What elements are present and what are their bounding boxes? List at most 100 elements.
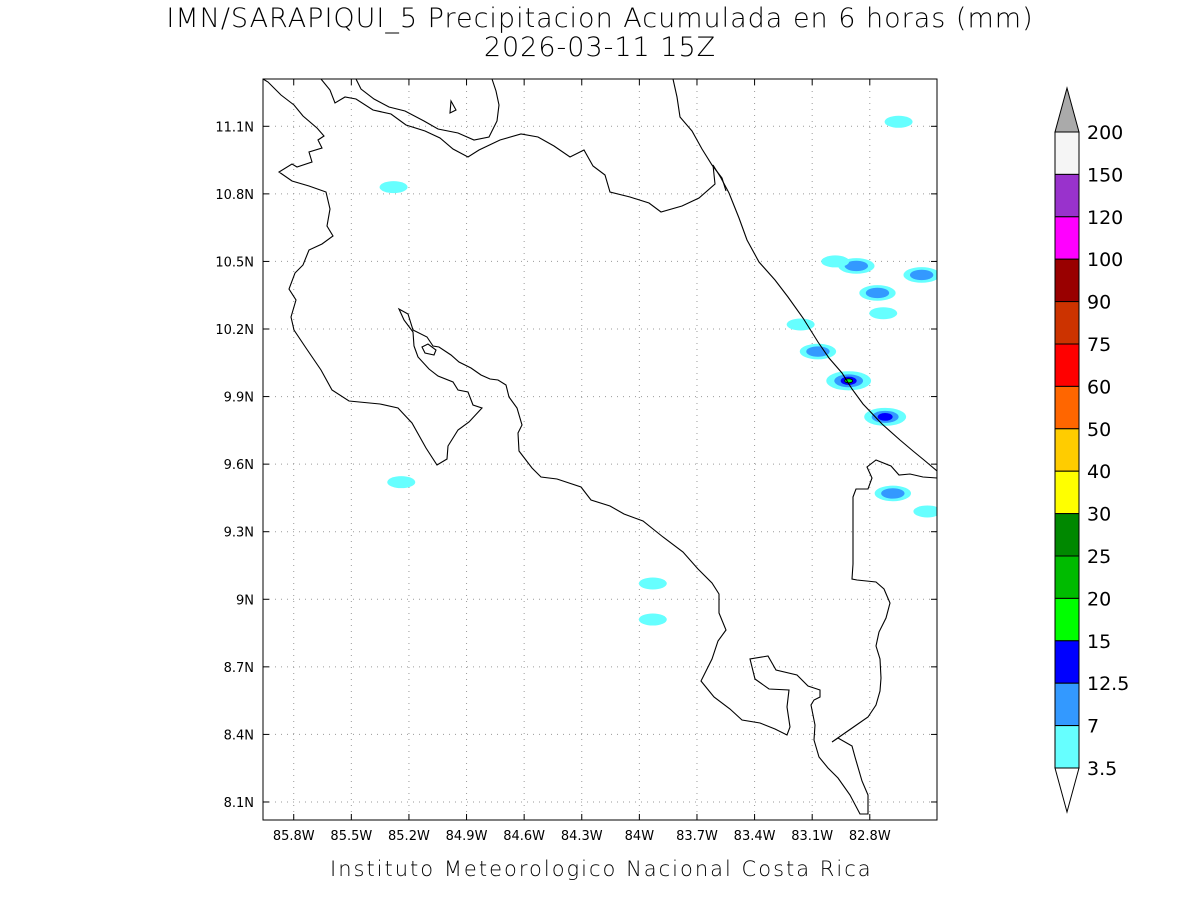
- precip-cell: [786, 318, 815, 331]
- colorbar-level-label: 20: [1087, 588, 1111, 610]
- plot-area: [263, 79, 937, 820]
- colorbar-swatch: [1054, 385, 1080, 430]
- precip-contour-7: [806, 346, 830, 357]
- precip-contour-7: [881, 488, 905, 499]
- colorbar-swatch: [1054, 428, 1080, 472]
- colorbar-swatch: [1054, 131, 1080, 175]
- precip-contour-3-5: [913, 505, 937, 518]
- lon-tick-label: 82.8W: [849, 829, 891, 844]
- lat-tick-label: 10.5N: [215, 255, 254, 270]
- colorbar-swatch: [1054, 513, 1080, 557]
- precip-contour-3-5: [884, 115, 913, 128]
- colorbar-swatch: [1054, 640, 1080, 684]
- lat-tick-label: 10.8N: [215, 188, 254, 203]
- nicaragua-lake-shore: [355, 79, 500, 141]
- precip-cell: [869, 307, 898, 320]
- precip-contour-3-5: [638, 613, 667, 626]
- lat-tick-label: 9.3N: [224, 526, 254, 541]
- lon-tick-label: 85.8W: [273, 829, 315, 844]
- colorbar-level-label: 3.5: [1087, 758, 1117, 780]
- precip-contour-3-5: [821, 255, 850, 268]
- lat-tick-label: 9N: [236, 593, 254, 608]
- precip-cell: [638, 577, 667, 590]
- lon-tick-label: 84W: [625, 829, 655, 844]
- lon-tick-label: 84.9W: [446, 829, 488, 844]
- colorbar-swatch: [1054, 597, 1080, 642]
- precip-cell: [903, 267, 937, 283]
- precip-contour-7: [844, 260, 869, 272]
- precip-cell: [799, 343, 837, 360]
- precip-contour-3-5: [869, 307, 898, 320]
- lat-tick-label: 9.9N: [224, 391, 254, 406]
- lat-tick-label: 8.4N: [224, 728, 254, 743]
- lat-tick-label: 8.1N: [224, 796, 254, 811]
- colorbar-level-label: 100: [1087, 249, 1123, 271]
- colorbar-level-label: 150: [1087, 164, 1123, 186]
- colorbar-level-label: 25: [1087, 546, 1111, 568]
- colorbar-level-label: 50: [1087, 419, 1111, 441]
- plot-frame: [262, 78, 938, 821]
- colorbar-bottom-arrow: [1054, 767, 1080, 814]
- precip-cell: [874, 485, 912, 502]
- colorbar-swatch: [1054, 173, 1080, 218]
- colorbar-swatch: [1054, 216, 1080, 260]
- precip-cell: [859, 285, 896, 301]
- precip-cell: [638, 613, 667, 626]
- lon-tick-label: 85.5W: [330, 829, 372, 844]
- lat-tick-label: 11.1N: [215, 120, 254, 135]
- colorbar-swatch: [1054, 470, 1080, 515]
- colorbar-swatch: [1054, 258, 1080, 303]
- coastlines: [263, 79, 937, 815]
- lake-island: [449, 99, 457, 114]
- colorbar-swatch: [1054, 555, 1080, 599]
- longitude-axis: 85.8W 85.5W 85.2W 84.9W 84.6W 84.3W 84W 83.7W 83…: [273, 79, 891, 844]
- precip-cell: [826, 371, 872, 391]
- precip-contour-3-5: [638, 577, 667, 590]
- colorbar-swatch: [1054, 343, 1080, 387]
- chart-title: IMN/SARAPIQUI_5 Precipitacion Acumulada …: [166, 3, 1034, 34]
- lat-tick-label: 9.6N: [224, 458, 254, 473]
- colorbar-swatch: [1054, 725, 1080, 769]
- precip-cell: [821, 255, 850, 268]
- caribbean-coast-north: [672, 79, 727, 192]
- lon-tick-label: 84.3W: [561, 829, 603, 844]
- precip-cell: [387, 476, 416, 489]
- gulf-island: [421, 343, 437, 356]
- colorbar-top-arrow: [1054, 86, 1080, 133]
- lon-tick-label: 85.2W: [388, 829, 430, 844]
- precip-contour-7: [865, 287, 890, 299]
- lon-tick-label: 83.1W: [791, 829, 833, 844]
- precip-cell: [913, 505, 937, 518]
- chart-subtitle-datetime: 2026-03-11 15Z: [483, 32, 717, 63]
- footer-credit: Instituto Meteorologico Nacional Costa R…: [330, 857, 873, 881]
- lon-tick-label: 83.7W: [676, 829, 718, 844]
- gridlines: [263, 79, 937, 820]
- colorbar-level-label: 12.5: [1087, 673, 1129, 695]
- precip-contour-12-5: [877, 412, 893, 421]
- precipitation-cells: [379, 115, 937, 626]
- lat-tick-label: 10.2N: [215, 323, 254, 338]
- precip-contour-3-5: [379, 181, 408, 194]
- colorbar-swatch: [1054, 301, 1080, 345]
- precip-cell: [884, 115, 913, 128]
- lon-tick-label: 83.4W: [734, 829, 776, 844]
- precip-contour-7: [909, 269, 934, 281]
- colorbar-level-label: 60: [1087, 376, 1111, 398]
- lon-tick-label: 84.6W: [503, 829, 545, 844]
- colorbar-level-label: 15: [1087, 631, 1111, 653]
- precip-contour-3-5: [786, 318, 815, 331]
- colorbar-level-label: 30: [1087, 504, 1111, 526]
- colorbar-level-label: 75: [1087, 334, 1111, 356]
- colorbar-level-label: 200: [1087, 122, 1123, 144]
- colorbar-level-label: 7: [1087, 716, 1099, 738]
- precip-cell: [864, 407, 907, 426]
- colorbar-legend: 200 150 120 100 90 75 60 50 40 30 25 20 15 12.5 7 3.5: [1054, 86, 1129, 814]
- costa-rica-coastline: [263, 79, 937, 815]
- precip-contour-3-5: [387, 476, 416, 489]
- precip-cell: [379, 181, 408, 194]
- lat-tick-label: 8.7N: [224, 661, 254, 676]
- colorbar-level-label: 120: [1087, 207, 1123, 229]
- colorbar-level-label: 90: [1087, 292, 1111, 314]
- colorbar-level-label: 40: [1087, 461, 1111, 483]
